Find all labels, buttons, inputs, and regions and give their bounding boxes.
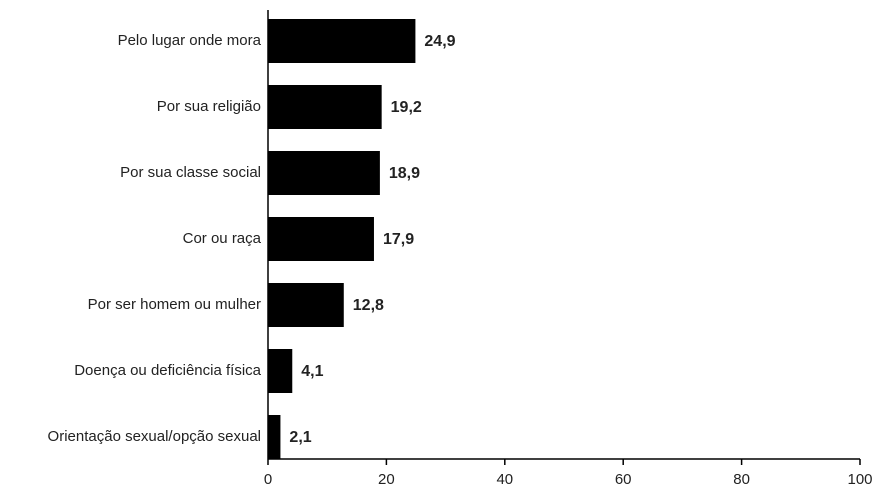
bar (268, 19, 416, 63)
value-label: 17,9 (383, 231, 414, 248)
bar (268, 151, 380, 195)
value-label: 12,8 (353, 297, 384, 314)
y-tick-label: Cor ou raça (183, 230, 262, 247)
value-label: 24,9 (424, 33, 455, 50)
x-tick-label: 0 (264, 471, 272, 488)
bar (268, 217, 374, 261)
bar (268, 349, 293, 393)
bar (268, 415, 281, 459)
x-tick-label: 40 (496, 471, 513, 488)
y-tick-label: Pelo lugar onde mora (118, 32, 262, 49)
value-label: 4,1 (301, 363, 323, 380)
bar (268, 283, 344, 327)
y-tick-label: Por sua classe social (120, 164, 261, 181)
value-label: 18,9 (389, 165, 420, 182)
y-tick-label: Por ser homem ou mulher (88, 296, 261, 313)
x-tick-label: 60 (615, 471, 632, 488)
value-label: 19,2 (391, 99, 422, 116)
value-label: 2,1 (289, 429, 311, 446)
bar (268, 85, 382, 129)
y-tick-label: Doença ou deficiência física (74, 362, 261, 379)
y-tick-label: Por sua religião (157, 98, 261, 115)
x-tick-label: 100 (847, 471, 872, 488)
y-tick-label: Orientação sexual/opção sexual (48, 428, 261, 445)
x-tick-label: 80 (733, 471, 750, 488)
x-tick-label: 20 (378, 471, 395, 488)
